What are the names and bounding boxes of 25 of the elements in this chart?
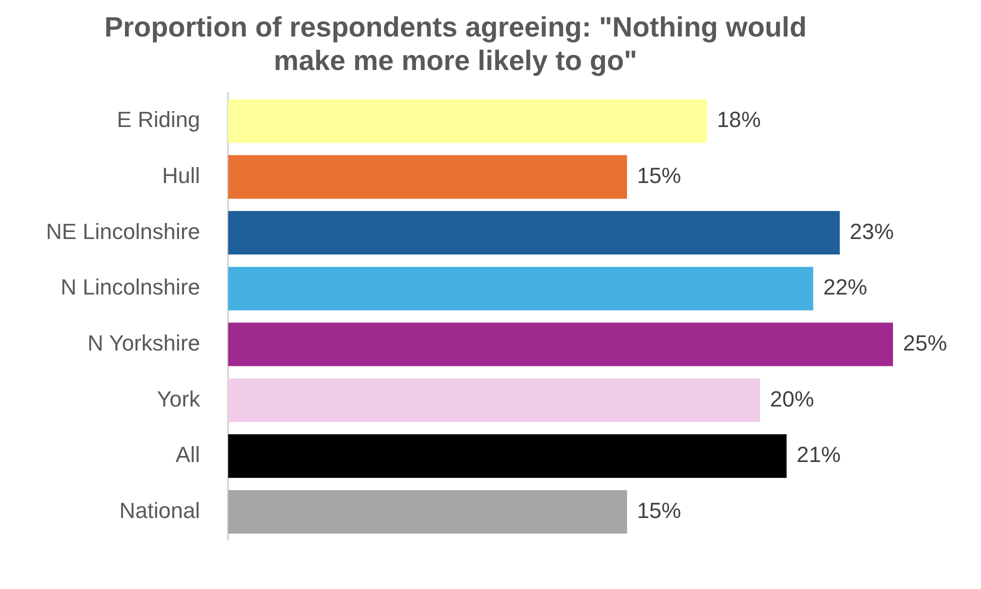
- y-tick-label: NE Lincolnshire: [46, 218, 200, 244]
- bar: [228, 490, 628, 534]
- y-tick-label: N Yorkshire: [88, 330, 200, 356]
- y-tick-label: N Lincolnshire: [60, 274, 200, 300]
- data-label: 20%: [770, 386, 814, 412]
- y-tick-label: All: [176, 442, 200, 468]
- data-label: 21%: [796, 442, 841, 468]
- y-tick-label: York: [156, 386, 202, 412]
- data-label: 18%: [716, 107, 761, 132]
- data-label: 25%: [903, 330, 948, 356]
- bar: [228, 434, 787, 478]
- bar: [228, 210, 840, 255]
- data-label: 23%: [850, 218, 894, 244]
- data-label: 15%: [637, 498, 682, 523]
- bar: [228, 266, 814, 310]
- y-tick-label: E Riding: [116, 107, 200, 132]
- data-label: 15%: [637, 163, 682, 188]
- y-tick-label: National: [119, 498, 200, 523]
- bar: [228, 322, 893, 366]
- bar: [228, 378, 760, 422]
- bar: [228, 155, 628, 199]
- chart-title: Proportion of respondents agreeing: "Nothing would make me more likely to go": [104, 12, 807, 76]
- bar: [228, 99, 707, 143]
- data-label: 22%: [823, 274, 868, 300]
- y-tick-label: Hull: [162, 163, 200, 188]
